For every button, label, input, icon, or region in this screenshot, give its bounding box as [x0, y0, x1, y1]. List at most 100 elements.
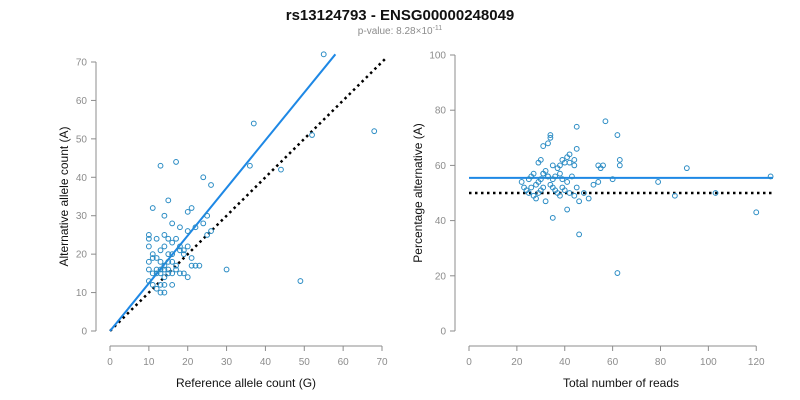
x-tick-label: 0 [466, 357, 472, 368]
data-point [250, 120, 257, 127]
pvalue-text: p-value: 8.28×10 [358, 26, 433, 37]
data-point [571, 156, 578, 163]
data-point [200, 174, 207, 181]
data-point [180, 251, 187, 258]
data-point [157, 162, 164, 169]
data-point [557, 170, 563, 177]
data-point [161, 212, 168, 219]
data-point [533, 195, 539, 202]
data-point [177, 243, 183, 250]
data-point [278, 166, 284, 173]
data-point [564, 154, 571, 161]
data-point [145, 258, 152, 265]
x-tick-label: 60 [607, 357, 619, 368]
reference-line [109, 57, 387, 332]
data-point [545, 173, 551, 180]
data-point [616, 162, 623, 169]
data-point [569, 173, 575, 180]
data-point [537, 156, 544, 163]
x-tick-label: 20 [182, 357, 194, 368]
data-point [540, 143, 547, 149]
data-point [547, 132, 554, 138]
data-point [320, 51, 327, 58]
data-point [157, 270, 164, 277]
y-axis-label: Alternative allele count (A) [57, 126, 71, 266]
y-axis-label: Percentage alternative (A) [411, 123, 425, 262]
y-tick-label: 20 [76, 250, 88, 261]
data-point [540, 170, 547, 177]
data-point [157, 258, 164, 265]
data-point [161, 243, 168, 250]
data-point [297, 278, 304, 284]
data-point [184, 243, 191, 250]
data-point [161, 281, 168, 288]
data-point [169, 258, 176, 265]
y-tick-label: 30 [76, 211, 88, 222]
x-axis-label: Total number of reads [563, 376, 679, 390]
x-tick-label: 80 [655, 357, 667, 368]
data-point [184, 208, 191, 215]
data-point [537, 176, 544, 183]
data-point [573, 145, 580, 152]
data-point [145, 266, 152, 273]
data-point [309, 132, 315, 138]
data-point [165, 251, 172, 258]
data-point [169, 270, 176, 277]
data-point [576, 231, 583, 238]
data-point [153, 235, 160, 242]
data-point [590, 181, 597, 188]
data-point [595, 179, 602, 185]
x-tick-label: 40 [559, 357, 571, 368]
data-point [204, 232, 211, 238]
data-point [223, 266, 230, 273]
left-scatter-plot: 0 10 20 30 40 50 60 70 0 10 20 30 40 50 60 70 Reference … [57, 51, 388, 390]
data-point [169, 281, 176, 288]
data-point [180, 270, 187, 277]
data-point [157, 247, 164, 254]
y-tick-label: 60 [76, 96, 88, 107]
data-point [173, 235, 179, 242]
x-axis-label: Reference allele count (G) [176, 376, 316, 390]
data-point [165, 270, 172, 277]
y-tick-label: 100 [429, 51, 446, 62]
data-point [542, 198, 549, 205]
y-tick-label: 0 [81, 327, 87, 338]
data-point [246, 162, 253, 169]
data-point [585, 195, 592, 202]
data-point [161, 232, 168, 238]
x-tick-label: 20 [511, 357, 523, 368]
data-point [566, 159, 573, 166]
data-point [371, 128, 378, 135]
data-point [518, 179, 525, 185]
data-point [528, 184, 535, 191]
data-point [573, 123, 580, 130]
y-tick-label: 70 [76, 58, 88, 69]
data-point [157, 266, 164, 273]
data-point [165, 266, 172, 273]
data-point [616, 156, 623, 163]
data-point [188, 205, 195, 211]
data-point [145, 235, 152, 242]
x-tick-label: 30 [221, 357, 233, 368]
data-point [547, 134, 554, 141]
data-point [149, 281, 156, 288]
data-point [165, 235, 172, 242]
data-point [149, 251, 156, 258]
x-tick-label: 60 [338, 357, 350, 368]
x-tick-label: 40 [260, 357, 272, 368]
y-tick-label: 10 [76, 288, 88, 299]
data-point [571, 162, 578, 169]
data-point [173, 159, 179, 165]
data-point [153, 270, 160, 277]
data-point [153, 285, 160, 292]
x-tick-label: 120 [748, 357, 765, 368]
data-point [165, 197, 172, 204]
data-point [177, 224, 183, 231]
data-point [576, 198, 583, 205]
y-tick-label: 0 [440, 327, 446, 338]
data-point [571, 192, 578, 199]
data-point [671, 192, 678, 199]
data-point [545, 140, 551, 147]
data-point [169, 251, 176, 258]
data-point [602, 118, 609, 125]
